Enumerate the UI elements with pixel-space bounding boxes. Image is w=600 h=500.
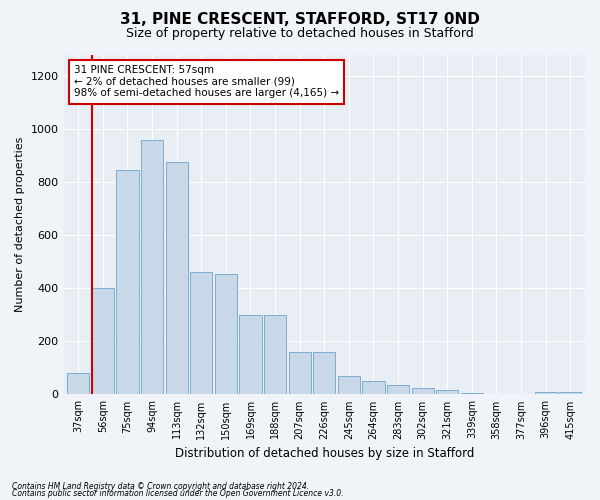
Bar <box>215 274 237 394</box>
Bar <box>387 385 409 394</box>
Bar <box>166 162 188 394</box>
Y-axis label: Number of detached properties: Number of detached properties <box>15 137 25 312</box>
Bar <box>461 393 483 394</box>
Bar <box>412 388 434 394</box>
Bar <box>92 288 114 395</box>
Bar <box>116 170 139 394</box>
Bar <box>264 315 286 394</box>
Bar <box>239 315 262 394</box>
Bar <box>289 352 311 395</box>
Text: 31, PINE CRESCENT, STAFFORD, ST17 0ND: 31, PINE CRESCENT, STAFFORD, ST17 0ND <box>120 12 480 28</box>
Text: Contains HM Land Registry data © Crown copyright and database right 2024.: Contains HM Land Registry data © Crown c… <box>12 482 309 491</box>
Bar <box>362 381 385 394</box>
Text: Size of property relative to detached houses in Stafford: Size of property relative to detached ho… <box>126 28 474 40</box>
Bar <box>67 373 89 394</box>
Bar <box>313 352 335 395</box>
Bar <box>338 376 360 394</box>
X-axis label: Distribution of detached houses by size in Stafford: Distribution of detached houses by size … <box>175 447 474 460</box>
Bar <box>535 392 557 394</box>
Text: 31 PINE CRESCENT: 57sqm
← 2% of detached houses are smaller (99)
98% of semi-det: 31 PINE CRESCENT: 57sqm ← 2% of detached… <box>74 65 339 98</box>
Bar <box>436 390 458 394</box>
Text: Contains public sector information licensed under the Open Government Licence v3: Contains public sector information licen… <box>12 489 343 498</box>
Bar <box>190 272 212 394</box>
Bar <box>141 140 163 394</box>
Bar <box>559 392 581 394</box>
